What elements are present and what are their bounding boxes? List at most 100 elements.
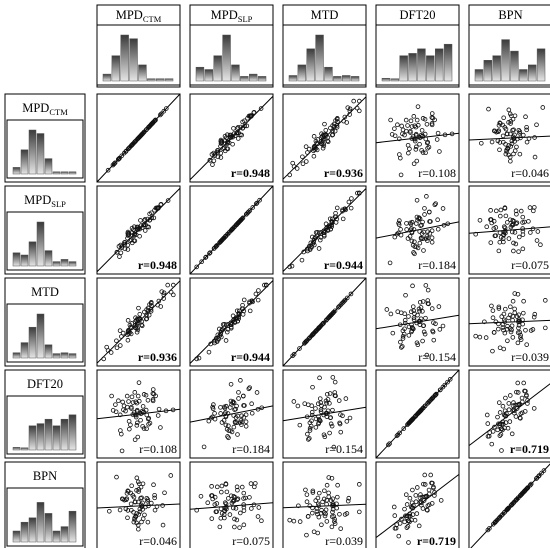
cell-BPN-MTD-point-24 — [315, 495, 321, 501]
cell-DFT20-MTD-point-9 — [304, 414, 310, 420]
cell-MTD-MPD_SLP-point-62 — [217, 333, 223, 338]
cell-DFT20-MPD_CTM-point-42 — [134, 420, 140, 426]
cell-BPN-MPD_SLP-point-37 — [228, 493, 234, 499]
cell-BPN-MPD_SLP-fit-line — [189, 502, 274, 510]
cell-MPD_SLP-DFT20-point-28 — [418, 236, 424, 241]
left-hist-BPN-bar-3 — [36, 502, 45, 543]
cell-MTD-BPN-point-63 — [515, 340, 521, 346]
cell-MTD-MTD-point-66 — [327, 313, 333, 319]
cell-DFT20-MPD_CTM-point-45 — [138, 411, 144, 417]
cell-MTD-DFT20-point-37 — [418, 316, 424, 322]
cell-BPN-DFT20-point-47 — [410, 512, 416, 517]
cell-DFT20-MPD_CTM-point-53 — [133, 399, 138, 405]
cell-MPD_SLP-BPN-point-7 — [528, 230, 533, 235]
cell-DFT20-MTD-point-35 — [313, 406, 318, 411]
cell-BPN-MPD_SLP-point-64 — [214, 484, 220, 490]
cell-MPD_SLP-DFT20-point-29 — [445, 221, 451, 227]
cell-DFT20-MPD_CTM-point-60 — [150, 391, 156, 396]
cell-DFT20-DFT20-point-59 — [418, 408, 423, 414]
cell-BPN-BPN-point-64 — [515, 495, 521, 501]
cell-MTD-MPD_CTM-point-60 — [133, 325, 138, 330]
cell-MPD_CTM-DFT20-point-18 — [388, 117, 393, 123]
cell-MPD_CTM-BPN-point-22 — [500, 133, 506, 139]
cell-BPN-MPD_SLP-point-52 — [198, 493, 204, 499]
cell-MPD_CTM-BPN-point-15 — [516, 128, 522, 133]
cell-MPD_SLP-MPD_CTM-point-60 — [132, 233, 137, 238]
cell-MTD-MPD_SLP-point-57 — [223, 338, 229, 343]
cell-DFT20-MPD_CTM-point-26 — [143, 407, 149, 413]
cell-MPD_CTM-DFT20-point-0 — [424, 140, 430, 146]
cell-DFT20-BPN-point-48 — [500, 403, 506, 409]
cell-MPD_SLP-BPN-point-52 — [477, 217, 483, 223]
cell-MPD_SLP-MPD_CTM-point-64 — [142, 228, 148, 233]
cell-BPN-DFT20-frame — [375, 461, 460, 548]
cell-DFT20-MTD-point-33 — [322, 404, 327, 410]
cell-MPD_SLP-DFT20-point-33 — [422, 206, 427, 211]
cell-DFT20-MPD_CTM-point-51 — [116, 398, 121, 404]
cell-MTD-DFT20-point-49 — [424, 352, 430, 358]
cell-DFT20-MPD_SLP-point-28 — [232, 420, 238, 425]
cell-MTD-MTD-point-50 — [291, 351, 297, 357]
cell-MTD-MTD-point-49 — [348, 291, 354, 297]
cell-MTD-MPD_CTM-point-28 — [171, 292, 176, 298]
cell-MPD_SLP-BPN-point-19 — [520, 226, 525, 231]
cell-BPN-MPD_CTM-point-39 — [168, 473, 174, 478]
chart-layer: MPDCTM MPDSLP MTD DFT20 BPN MPDCTM MPDSLP MTD DF… — [4, 4, 550, 548]
cell-BPN-MPD_SLP-point-69 — [252, 484, 257, 490]
top-hist-MTD-bar-2 — [306, 48, 315, 82]
cell-BPN-MTD-point-10 — [324, 519, 330, 524]
left-hist-DFT20-bar-7 — [68, 414, 77, 451]
cell-BPN-MTD-point-13 — [315, 501, 321, 507]
left-hist-DFT20-frame — [6, 395, 84, 455]
cell-MPD_SLP-MPD_SLP-frame — [189, 185, 274, 275]
cell-MTD-MPD_SLP-point-64 — [247, 308, 253, 314]
cell-DFT20-MPD_SLP-point-29 — [259, 405, 265, 411]
cell-BPN-MTD-point-64 — [330, 502, 335, 508]
cell-BPN-MPD_CTM-point-46 — [152, 507, 158, 513]
cell-MTD-MTD-point-62 — [302, 341, 307, 346]
top-hist-MPD_SLP-bar-5 — [240, 76, 249, 82]
cell-BPN-MPD_SLP-point-29 — [213, 509, 219, 515]
cell-MPD_SLP-MPD_SLP-point-61 — [226, 230, 232, 235]
cell-MPD_CTM-MTD-point-13 — [354, 105, 360, 111]
cell-BPN-MTD-point-58 — [338, 526, 343, 531]
cell-BPN-DFT20-point-12 — [392, 513, 398, 518]
cell-MPD_SLP-MPD_CTM-point-69 — [125, 231, 131, 236]
cell-MTD-BPN-point-0 — [515, 291, 521, 297]
cell-DFT20-MPD_CTM-point-69 — [121, 407, 126, 413]
cell-MTD-MPD_CTM-point-54 — [148, 308, 154, 314]
cell-MPD_CTM-BPN-fit-line — [468, 135, 550, 141]
cell-DFT20-MPD_SLP-point-6 — [243, 423, 249, 429]
cell-MPD_SLP-MPD_CTM-point-29 — [158, 202, 164, 207]
cell-DFT20-BPN-point-68 — [518, 416, 523, 421]
cell-MTD-BPN-point-35 — [507, 326, 513, 331]
cell-BPN-MTD-point-27 — [314, 506, 320, 511]
cell-MPD_CTM-BPN-point-46 — [524, 139, 530, 145]
cell-MTD-DFT20-r-label: r=0.154 — [418, 350, 456, 364]
cell-MPD_SLP-MPD_CTM-point-62 — [141, 218, 147, 223]
cell-BPN-MPD_SLP-point-56 — [241, 508, 247, 513]
cell-MPD_CTM-MPD_SLP-point-50 — [215, 154, 221, 160]
left-hist-DFT20-bar-2 — [28, 425, 37, 451]
cell-MTD-MPD_CTM-point-53 — [148, 300, 154, 306]
cell-BPN-MPD_CTM-point-29 — [154, 504, 160, 509]
cell-BPN-MTD-point-22 — [310, 490, 316, 495]
top-hist-BPN-bar-6 — [528, 64, 537, 82]
cell-DFT20-MTD-point-55 — [305, 431, 310, 437]
top-hist-DFT20-bar-7 — [443, 43, 453, 82]
left-hist-MPD_SLP-bar-1 — [20, 254, 29, 267]
cell-MPD_SLP-MPD_CTM-point-17 — [117, 254, 122, 259]
cell-MPD_SLP-MPD_SLP-point-55 — [238, 217, 244, 223]
cell-DFT20-DFT20-frame — [375, 369, 460, 459]
cell-MPD_SLP-DFT20-point-61 — [424, 194, 429, 199]
cell-MPD_CTM-MPD_SLP-point-62 — [234, 126, 240, 131]
cell-BPN-MPD_CTM-point-60 — [132, 515, 137, 521]
left-label-MTD: MTD — [31, 285, 59, 299]
cell-MPD_CTM-DFT20-point-13 — [397, 152, 402, 157]
cell-MPD_CTM-MTD-point-66 — [325, 135, 331, 140]
cell-MPD_CTM-DFT20-point-46 — [435, 130, 441, 136]
cell-MPD_SLP-DFT20-point-54 — [432, 202, 438, 208]
cell-DFT20-MPD_CTM-point-4 — [150, 387, 156, 392]
cell-DFT20-DFT20-point-65 — [412, 414, 418, 419]
cell-MPD_SLP-MTD-point-60 — [321, 228, 327, 233]
